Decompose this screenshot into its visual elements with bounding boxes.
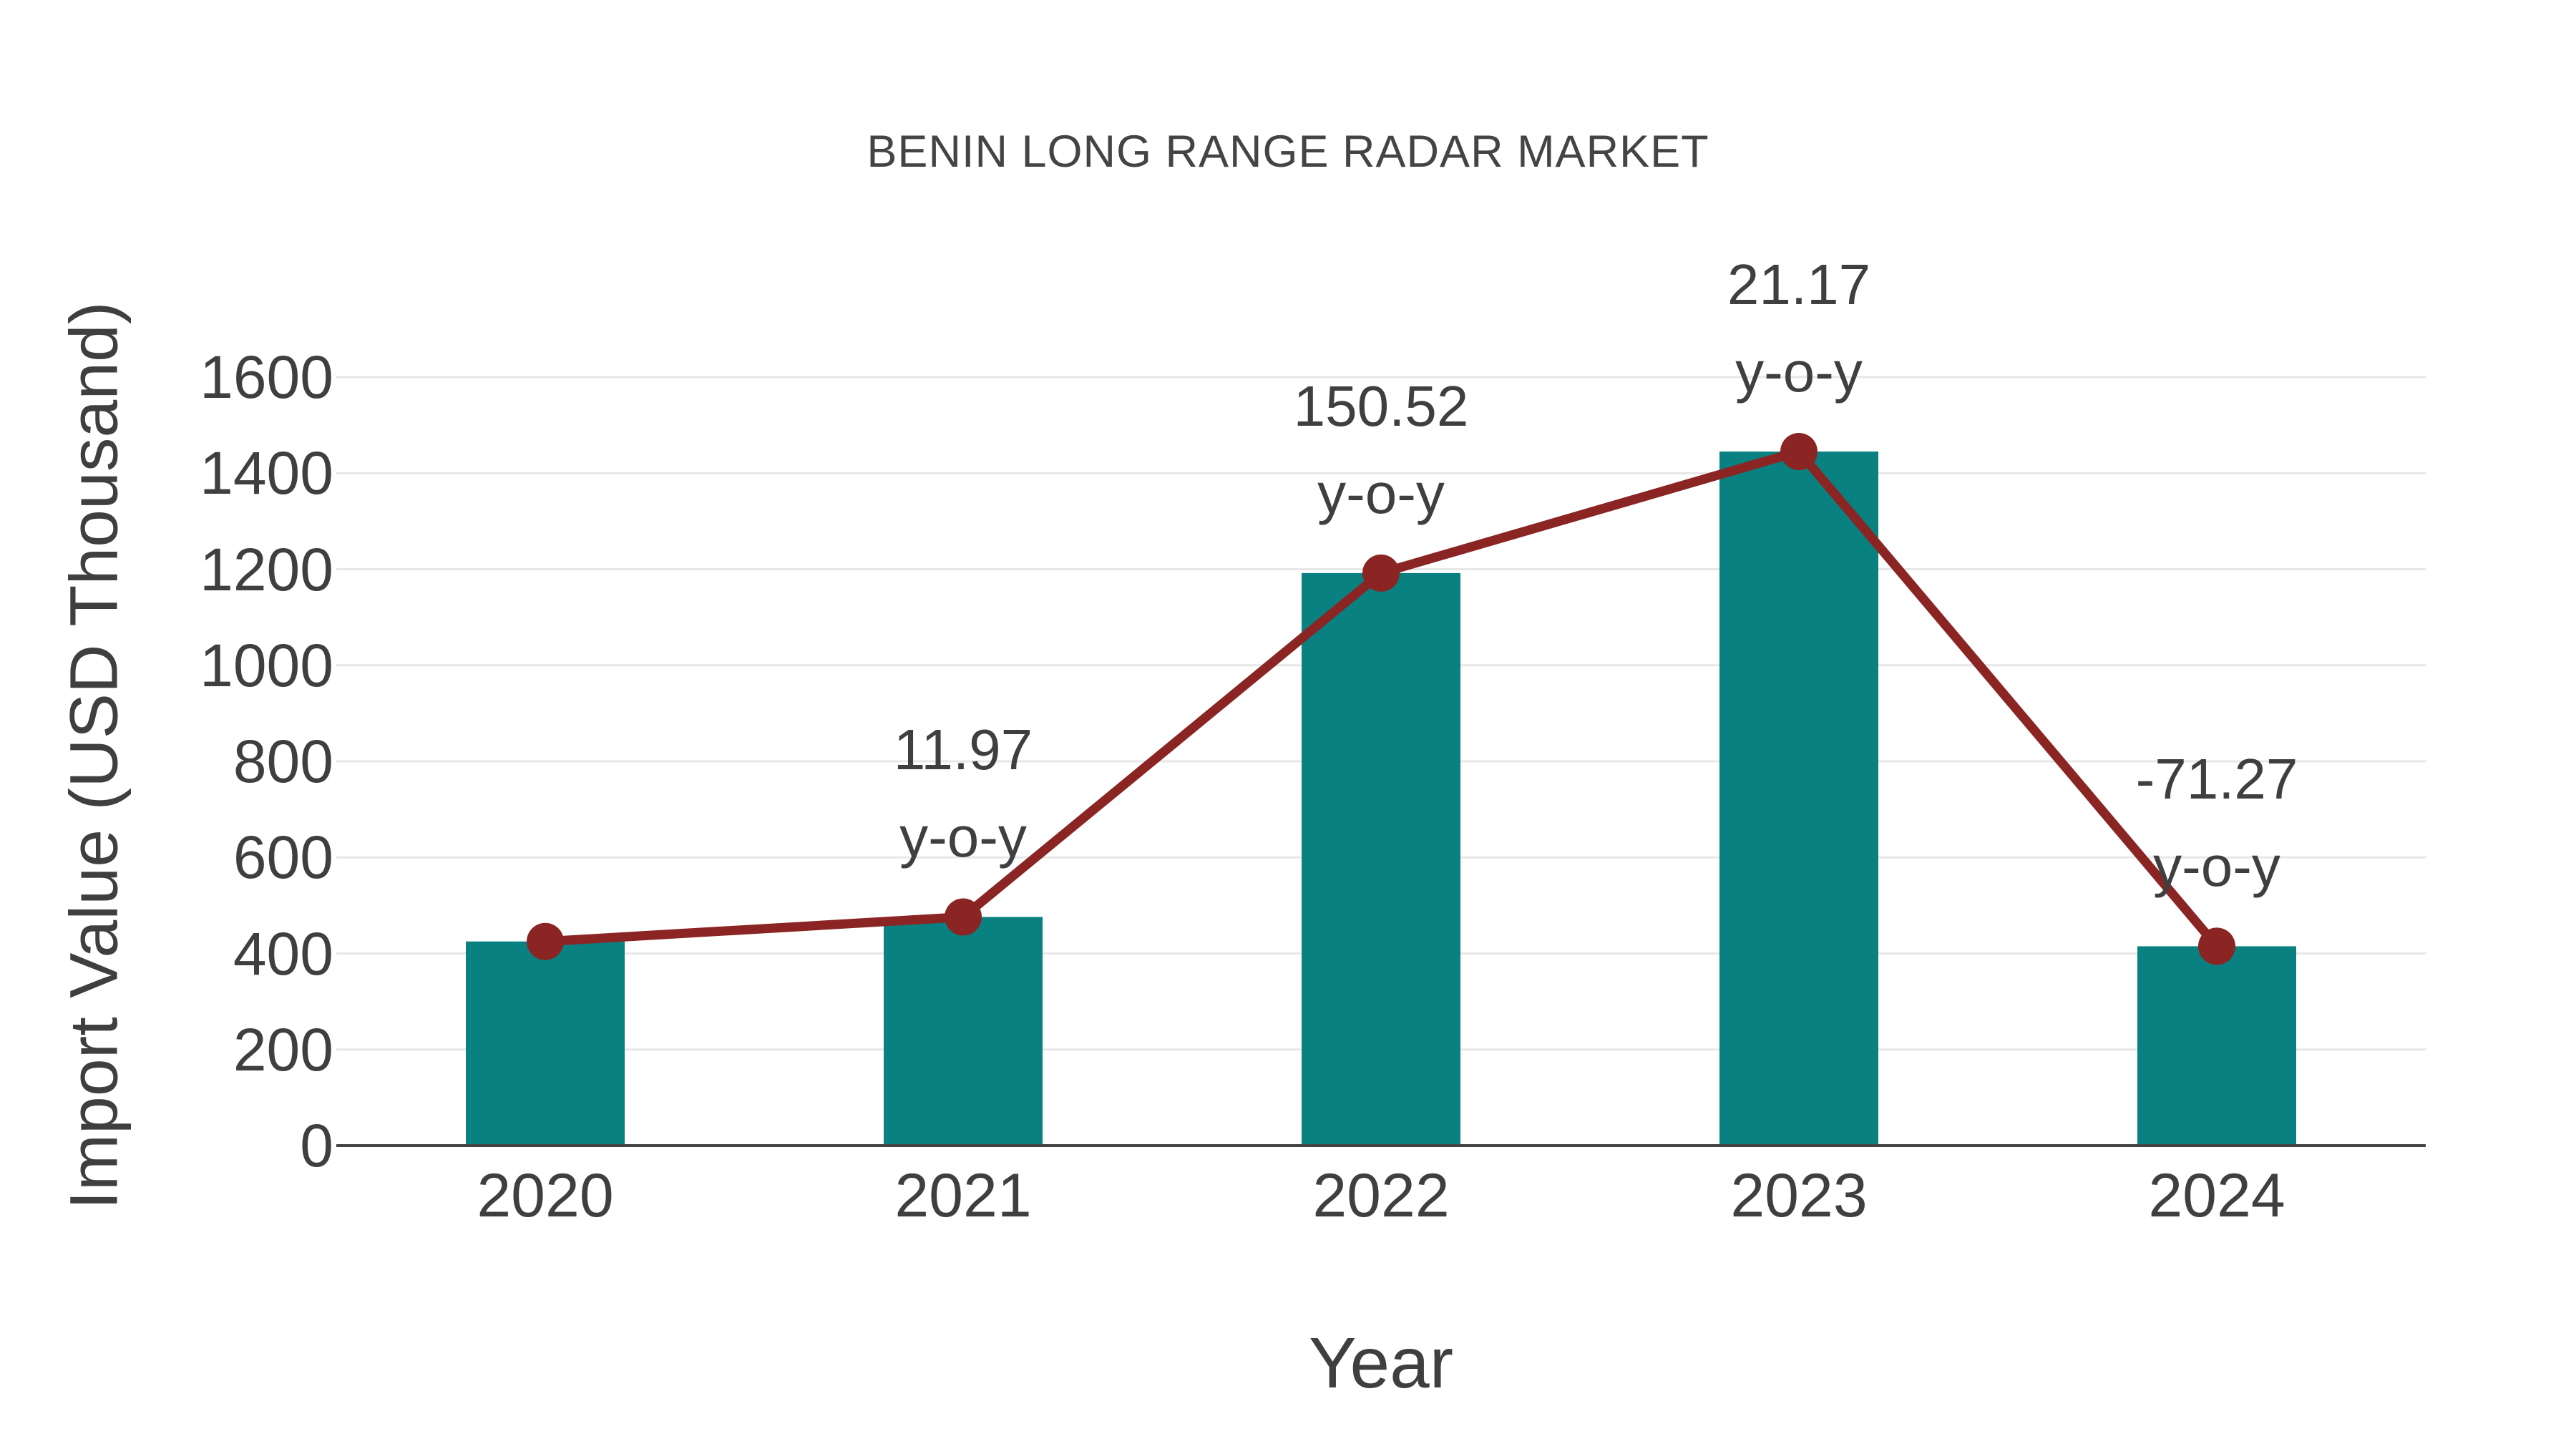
x-axis-title: Year: [1308, 1323, 1454, 1403]
bar-2020: [466, 941, 625, 1146]
annotation-unit-2021: y-o-y: [899, 805, 1027, 869]
y-tick-label-400: 400: [233, 919, 333, 987]
trend-marker-2022: [1362, 554, 1400, 592]
y-tick-label-1000: 1000: [200, 631, 333, 699]
bar-2023: [1719, 452, 1878, 1146]
trend-marker-2024: [2198, 927, 2235, 965]
x-tick-label-2021: 2021: [894, 1161, 1032, 1230]
bar-2021: [884, 917, 1043, 1146]
trend-marker-2021: [945, 898, 982, 936]
y-tick-label-800: 800: [233, 728, 333, 795]
x-tick-label-2024: 2024: [2148, 1161, 2285, 1230]
x-tick-label-2022: 2022: [1312, 1161, 1450, 1230]
trend-marker-2020: [527, 922, 564, 960]
y-tick-label-0: 0: [300, 1112, 333, 1179]
annotation-unit-2023: y-o-y: [1735, 340, 1863, 404]
y-tick-label-1400: 1400: [200, 439, 333, 507]
x-tick-label-2023: 2023: [1730, 1161, 1868, 1230]
annotation-value-2023: 21.17: [1727, 253, 1871, 317]
bar-2022: [1302, 572, 1460, 1146]
y-tick-label-1200: 1200: [200, 535, 333, 603]
trend-marker-2023: [1780, 433, 1818, 471]
annotation-value-2021: 11.97: [893, 718, 1033, 782]
annotation-value-2024: -71.27: [2135, 747, 2298, 811]
annotation-unit-2024: y-o-y: [2153, 834, 2280, 899]
y-tick-label-200: 200: [233, 1015, 333, 1083]
chart-title: BENIN LONG RANGE RADAR MARKET: [867, 127, 1709, 177]
bar-2024: [2137, 946, 2296, 1146]
x-tick-label-2020: 2020: [477, 1161, 614, 1230]
annotation-unit-2022: y-o-y: [1317, 461, 1445, 525]
y-tick-label-1600: 1600: [200, 343, 333, 411]
annotation-value-2022: 150.52: [1293, 374, 1469, 438]
y-tick-label-600: 600: [233, 824, 333, 892]
